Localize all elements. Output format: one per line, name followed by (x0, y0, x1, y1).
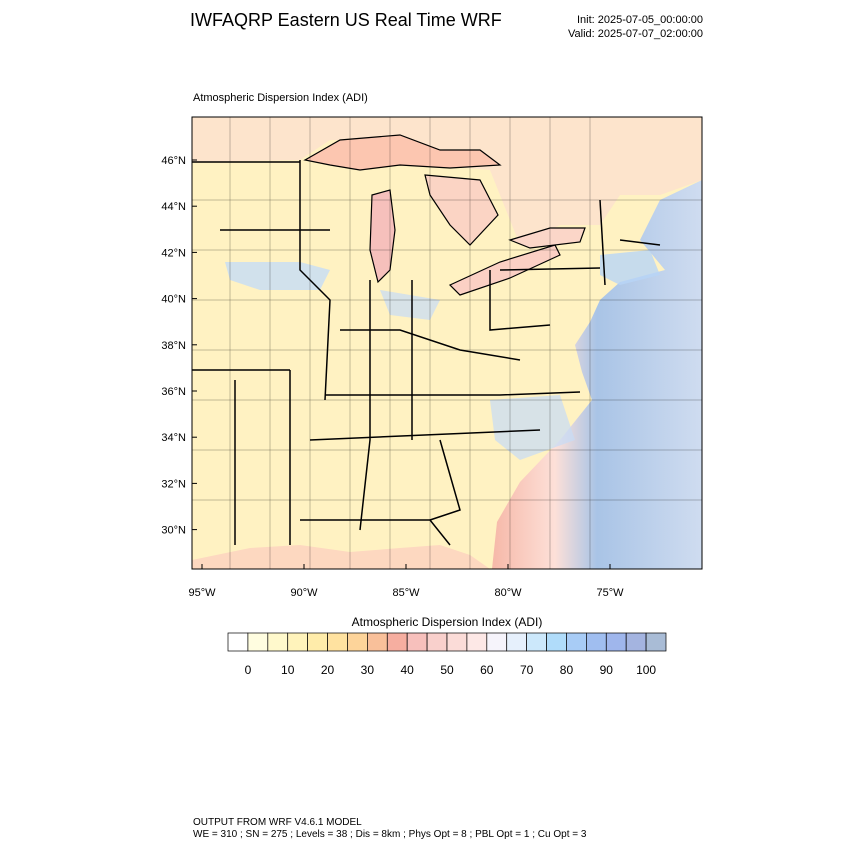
colorbar-box (307, 632, 328, 652)
footer-line: WE = 310 ; SN = 275 ; Levels = 38 ; Dis … (193, 829, 587, 840)
colorbar-label: 50 (440, 663, 454, 677)
lat-label: 36°N (161, 386, 186, 398)
colorbar-box (566, 632, 587, 652)
colorbar-box (406, 632, 428, 652)
lon-label: 75°W (596, 587, 624, 599)
lat-label: 38°N (161, 340, 186, 352)
lat-labels: 46°N 44°N 42°N 40°N 38°N 36°N 34°N 32°N 30°N (161, 155, 197, 537)
colorbar-label: 60 (480, 663, 494, 677)
colorbar-label: 30 (361, 663, 375, 677)
colorbar-box (227, 632, 249, 652)
colorbar-label: 90 (600, 663, 614, 677)
lat-label: 44°N (161, 201, 186, 213)
colorbar-box (426, 632, 448, 652)
colorbar-box (486, 632, 508, 652)
init-time: Init: 2025-07-05_00:00:00 (577, 14, 703, 26)
colorbar-box (347, 632, 368, 652)
lat-label: 42°N (161, 247, 186, 259)
colorbar-label: 70 (520, 663, 534, 677)
lat-label: 30°N (161, 525, 186, 537)
footer-line: OUTPUT FROM WRF V4.6.1 MODEL (193, 817, 362, 828)
colorbar-label: 20 (321, 663, 335, 677)
lat-label: 40°N (161, 294, 186, 306)
lat-label: 34°N (161, 432, 186, 444)
lon-label: 80°W (494, 587, 522, 599)
colorbar-box (546, 632, 567, 652)
valid-time: Valid: 2025-07-07_02:00:00 (568, 28, 703, 40)
colorbar-label: 80 (560, 663, 574, 677)
colorbar-title: Atmospheric Dispersion Index (ADI) (352, 615, 543, 629)
colorbar-box (605, 632, 627, 652)
lon-label: 95°W (188, 587, 216, 599)
colorbar-box (446, 632, 468, 652)
colorbar-box (287, 632, 308, 652)
colorbar-box (247, 632, 269, 652)
colorbar: 0 10 20 30 40 50 60 70 80 90 100 (227, 632, 667, 677)
colorbar-box (466, 632, 488, 652)
lat-label: 32°N (161, 478, 186, 490)
colorbar-box (386, 632, 408, 652)
map (192, 117, 702, 569)
lon-label: 85°W (392, 587, 420, 599)
colorbar-box (586, 632, 607, 652)
colorbar-box (267, 632, 289, 652)
colorbar-label: 0 (245, 663, 252, 677)
map-title: Atmospheric Dispersion Index (ADI) (193, 92, 368, 104)
lat-label: 46°N (161, 155, 186, 167)
colorbar-box (327, 632, 348, 652)
lon-label: 90°W (290, 587, 318, 599)
map-frame (191, 116, 703, 570)
colorbar-box (526, 632, 547, 652)
colorbar-box (625, 632, 647, 652)
colorbar-label: 10 (281, 663, 295, 677)
lon-labels: 95°W 90°W 85°W 80°W 75°W (188, 564, 624, 599)
colorbar-box (645, 632, 667, 652)
colorbar-label: 100 (636, 663, 656, 677)
colorbar-box (506, 632, 527, 652)
colorbar-label: 40 (401, 663, 415, 677)
colorbar-box (367, 632, 388, 652)
title: IWFAQRP Eastern US Real Time WRF (190, 10, 502, 30)
